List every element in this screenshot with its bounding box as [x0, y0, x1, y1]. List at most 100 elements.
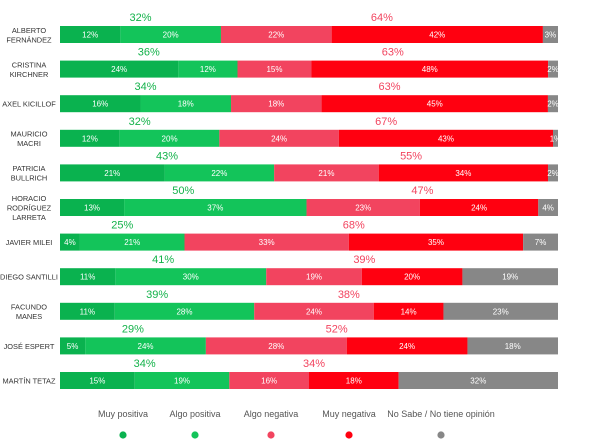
bar-segment [338, 129, 554, 147]
segment-value-label: 24% [471, 204, 487, 213]
category-label: DIEGO SANTILLI [0, 273, 58, 282]
negative-total-label: 47% [411, 185, 433, 197]
segment-value-label: 23% [355, 204, 371, 213]
segment-value-label: 12% [82, 134, 98, 143]
bar-segment [60, 302, 115, 320]
category-label: MANES [16, 312, 42, 321]
legend-marker [119, 431, 127, 439]
category-label: AXEL KICILLOF [2, 100, 56, 109]
segment-value-label: 22% [211, 169, 227, 178]
segment-value-label: 33% [259, 238, 275, 247]
segment-value-label: 43% [438, 134, 454, 143]
segment-value-label: 23% [493, 307, 509, 316]
segment-value-label: 20% [404, 273, 420, 282]
bar-segment [79, 233, 185, 251]
segment-value-label: 28% [176, 307, 192, 316]
category-label: MAURICIO [11, 130, 48, 139]
segment-value-label: 32% [470, 377, 486, 386]
bar-segment [553, 129, 558, 147]
segment-value-label: 7% [535, 238, 547, 247]
bar-segment [237, 60, 312, 78]
segment-value-label: 24% [306, 307, 322, 316]
positive-total-label: 25% [111, 220, 133, 232]
segment-value-label: 20% [162, 134, 178, 143]
positive-total-label: 32% [129, 12, 151, 24]
bar-segment [462, 268, 558, 286]
segment-value-label: 24% [111, 65, 127, 74]
positive-total-label: 36% [138, 47, 160, 59]
category-label: ALBERTO [12, 26, 46, 35]
positive-total-label: 41% [152, 254, 174, 266]
bar-segment [311, 60, 549, 78]
bar-segment [60, 337, 86, 355]
category-label: RODRÍGUEZ [7, 204, 52, 213]
segment-value-label: 2% [547, 65, 559, 74]
segment-value-label: 2% [547, 169, 559, 178]
segment-value-label: 30% [183, 273, 199, 282]
segment-value-label: 18% [178, 100, 194, 109]
negative-total-label: 52% [326, 323, 348, 335]
segment-value-label: 21% [124, 238, 140, 247]
segment-value-label: 21% [318, 169, 334, 178]
segment-value-label: 48% [422, 65, 438, 74]
negative-total-label: 63% [378, 81, 400, 93]
bar-segment [548, 164, 558, 182]
negative-total-label: 68% [343, 220, 365, 232]
segment-value-label: 34% [455, 169, 471, 178]
segment-value-label: 19% [502, 273, 518, 282]
segment-value-label: 14% [401, 307, 417, 316]
segment-value-label: 35% [428, 238, 444, 247]
category-label: MACRI [17, 139, 41, 148]
legend-marker [267, 431, 275, 439]
bar-segment [140, 95, 232, 113]
segment-value-label: 42% [429, 31, 445, 40]
bar-segment [220, 26, 332, 43]
segment-value-label: 22% [268, 31, 284, 40]
bar-segment [398, 372, 558, 389]
bar-segment [346, 337, 468, 355]
positive-total-label: 43% [156, 150, 178, 162]
legend-label: Muy positiva [98, 409, 148, 419]
bar-segment [548, 60, 558, 78]
bar-segment [60, 26, 121, 43]
bar-segment [60, 164, 165, 182]
bar-segment [115, 268, 267, 286]
negative-total-label: 34% [303, 358, 325, 370]
category-label: FACUNDO [11, 303, 47, 312]
bar-segment [321, 95, 548, 113]
positive-total-label: 50% [172, 185, 194, 197]
segment-value-label: 15% [89, 377, 105, 386]
negative-total-label: 55% [400, 150, 422, 162]
category-label: PATRICIA [13, 164, 46, 173]
positive-total-label: 34% [135, 81, 157, 93]
segment-value-label: 16% [92, 100, 108, 109]
category-label: CRISTINA [12, 60, 47, 69]
bar-segment [542, 26, 558, 43]
segment-value-label: 1% [550, 134, 562, 143]
bar-segment [114, 302, 255, 320]
segment-value-label: 12% [200, 65, 216, 74]
segment-value-label: 24% [138, 342, 154, 351]
bar-segment [229, 372, 309, 389]
bar-segment [378, 164, 549, 182]
negative-total-label: 63% [382, 47, 404, 59]
bar-segment [60, 95, 141, 113]
segment-value-label: 5% [67, 342, 79, 351]
bar-segment [219, 129, 339, 147]
segment-value-label: 28% [268, 342, 284, 351]
bar-segment [274, 164, 379, 182]
bar-segment [60, 129, 120, 147]
bar-segment [538, 199, 558, 216]
legend-label: No Sabe / No tiene opinión [387, 409, 495, 419]
bar-segment [266, 268, 362, 286]
segment-value-label: 16% [261, 377, 277, 386]
bar-segment [467, 337, 558, 355]
bar-segment [309, 372, 399, 389]
bar-segment [419, 199, 539, 216]
bar-segment [164, 164, 275, 182]
bar-segment [60, 233, 80, 251]
bar-segment [254, 302, 374, 320]
segment-value-label: 11% [80, 307, 95, 316]
